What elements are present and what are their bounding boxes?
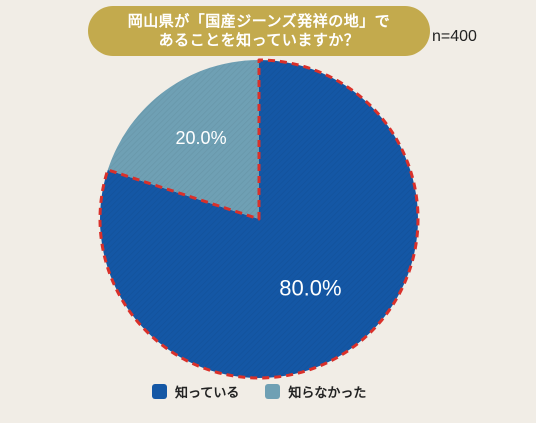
legend-label-unknown: 知らなかった [288,386,367,401]
pie-slice-known-outline [98,58,420,380]
data-label-unknown: 20.0% [176,128,227,148]
legend-label-known: 知っている [175,386,240,401]
legend-item-known: 知っている [152,382,239,401]
data-label-known: 80.0% [279,276,341,301]
legend-swatch-known [152,384,167,399]
legend-item-unknown: 知らなかった [265,382,366,401]
pie-slice-unknown-texture [107,59,259,219]
title-line-1: 岡山県が「国産ジーンズ発祥の地」で [127,12,391,30]
sample-size-label: n=400 [432,28,477,45]
chart-title: 岡山県が「国産ジーンズ発祥の地」で あることを知っていますか？ [88,6,430,56]
legend-swatch-unknown [265,384,281,399]
title-line-2: あることを知っていますか？ [158,31,360,49]
chart-legend: 知っている 知らなかった [152,382,392,401]
